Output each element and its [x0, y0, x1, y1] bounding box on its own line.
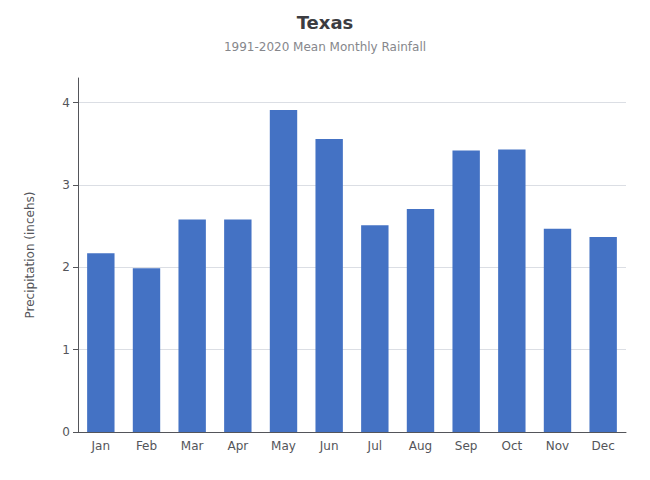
svg-text:1: 1 — [62, 343, 70, 357]
svg-text:Precipitation (incehs): Precipitation (incehs) — [23, 192, 37, 319]
svg-text:Apr: Apr — [227, 439, 248, 453]
svg-text:Feb: Feb — [136, 439, 157, 453]
svg-text:1991-2020 Mean Monthly Rainfal: 1991-2020 Mean Monthly Rainfall — [224, 40, 426, 54]
svg-text:Jan: Jan — [91, 439, 111, 453]
svg-text:Jul: Jul — [367, 439, 382, 453]
svg-text:Mar: Mar — [181, 439, 204, 453]
svg-text:Texas: Texas — [297, 12, 354, 33]
svg-text:4: 4 — [62, 96, 70, 110]
svg-text:0: 0 — [62, 425, 70, 439]
svg-text:2: 2 — [62, 260, 70, 274]
svg-text:Oct: Oct — [501, 439, 522, 453]
svg-text:May: May — [271, 439, 296, 453]
svg-text:3: 3 — [62, 178, 70, 192]
svg-text:Aug: Aug — [409, 439, 432, 453]
svg-text:Sep: Sep — [455, 439, 478, 453]
svg-text:Dec: Dec — [592, 439, 615, 453]
svg-text:Jun: Jun — [319, 439, 339, 453]
svg-text:Nov: Nov — [546, 439, 569, 453]
